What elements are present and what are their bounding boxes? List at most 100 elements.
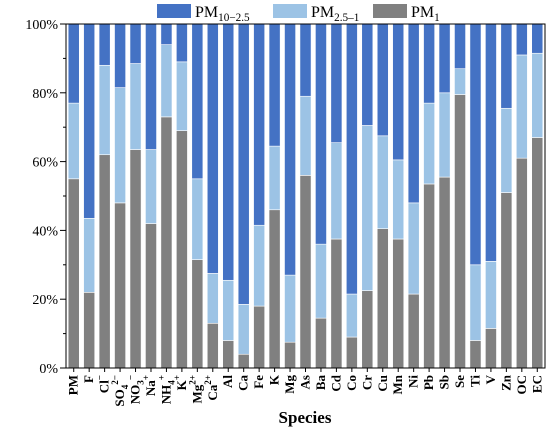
y-tick-label: 80% [32,87,58,102]
x-tick-label: Cl− [95,375,112,393]
bar-segment-s2-c3 [114,23,126,88]
bar-segment-s2-c4 [129,23,142,64]
bar-segment-s0-c11 [237,353,250,369]
bar-segment-s1-c0 [67,102,80,180]
x-tick-label: Na+ [141,375,158,396]
bar-segment-s0-c15 [299,175,312,369]
bar-segment-s2-c11 [237,23,250,305]
bar-segment-s1-c26 [469,264,482,341]
bar-segment-s1-c20 [376,135,389,229]
x-tick-label: F [81,375,96,383]
axes-layer [60,23,546,372]
x-tick-label: Ti [467,375,482,387]
x-tick-label: Cd [328,374,343,391]
bar-segment-s0-c22 [407,293,420,369]
legend-label: PM2.5–1 [311,4,359,24]
x-tick-label: Cu [375,375,390,392]
bar-segment-s0-c25 [454,94,466,369]
x-tick-label: Ca2+ [203,375,220,401]
bar-segment-s1-c19 [361,125,374,291]
y-tick-labels: 0% 20% 40% 60% 80% 100% [25,18,58,377]
bar-segment-s0-c2 [98,154,111,369]
bar-segment-s0-c1 [83,292,96,369]
bar-segment-s2-c1 [83,23,96,219]
bar-segment-s0-c30 [531,137,544,369]
x-tick-label: Mg [282,375,297,394]
bar-segment-s2-c2 [98,23,111,66]
bar-segment-s2-c28 [500,23,513,109]
bar-segment-s1-c24 [438,92,451,178]
bar-segment-s2-c8 [191,23,204,180]
x-tick-label: SO42− [110,375,130,407]
bar-segment-s0-c12 [253,305,266,369]
bar-segment-s0-c4 [129,149,142,369]
bar-segment-s1-c11 [237,304,250,355]
x-tick-label: Cr [359,375,374,390]
bar-segment-s1-c17 [330,142,343,240]
x-axis-title: Species [279,408,332,427]
x-tick-label: OC [514,375,529,395]
bar-segment-s0-c28 [500,192,513,369]
bar-segment-s2-c7 [176,23,188,63]
bar-segment-s2-c17 [330,23,343,143]
bar-segment-s0-c9 [206,322,219,369]
bar-segment-s0-c16 [315,317,327,369]
bar-segment-s1-c9 [206,273,219,324]
bar-segment-s0-c19 [361,290,374,369]
x-tick-label: NO3− [126,375,146,404]
bar-segment-s0-c18 [345,336,358,369]
bar-segment-s0-c3 [114,202,126,369]
bar-segment-s0-c13 [268,209,281,369]
bar-segment-s1-c10 [222,279,235,341]
bar-segment-s2-c29 [515,23,528,56]
bar-segment-s2-c15 [299,23,312,97]
bar-segment-s1-c8 [191,178,204,260]
bar-segment-s1-c4 [129,63,142,150]
bar-segment-s0-c17 [330,238,343,369]
legend: PM10−2.5 PM2.5–1 PM1 [157,4,440,24]
bar-segment-s1-c7 [176,61,188,131]
bar-segment-s1-c23 [423,102,435,185]
x-tick-label: NH4+ [156,375,176,404]
x-tick-label: PM [66,375,81,395]
bar-segment-s1-c14 [284,274,296,343]
bar-segment-s2-c25 [454,23,466,70]
x-tick-label: V [483,374,498,384]
bar-segment-s0-c27 [485,328,497,369]
bar-segment-s1-c28 [500,107,513,193]
bar-segment-s1-c30 [531,52,544,138]
bar-segment-s1-c25 [454,68,466,95]
bar-segment-s1-c13 [268,145,281,211]
bar-segment-s1-c15 [299,95,312,176]
legend-swatch [373,4,407,18]
y-tick-label: 0% [39,362,58,377]
bar-segment-s0-c21 [392,238,405,369]
bar-segment-s0-c23 [423,183,435,369]
x-tick-label: Co [344,375,359,391]
x-tick-label: K+ [172,375,189,390]
bar-segment-s1-c6 [160,44,173,118]
bar-segment-s1-c21 [392,159,405,240]
bar-segment-s2-c21 [392,23,405,161]
bar-segment-s1-c1 [83,218,96,293]
bar-segment-s2-c0 [67,23,80,104]
bar-segment-s2-c19 [361,23,374,126]
bar-segment-s0-c5 [145,223,157,369]
y-tick-label: 40% [32,224,58,239]
bar-segment-s2-c16 [315,23,327,245]
x-tick-label: EC [529,375,544,393]
bar-segment-s1-c5 [145,149,157,224]
bar-segment-s2-c22 [407,23,420,204]
y-tick-label: 100% [25,18,58,33]
bar-segment-s1-c29 [515,54,528,159]
bar-segment-s1-c22 [407,202,420,295]
bar-segment-s2-c26 [469,23,482,266]
bar-segment-s0-c24 [438,176,451,369]
bar-segment-s2-c30 [531,23,544,54]
bar-segment-s2-c14 [284,23,296,276]
bar-segment-s1-c18 [345,293,358,338]
x-tick-labels: PM FCl−SO42−NO3−Na+NH4+K+Mg2+Ca2+ Al Ca Fe K M… [66,374,545,406]
bar-segment-s0-c0 [67,178,80,369]
bar-segment-s1-c27 [485,261,497,329]
